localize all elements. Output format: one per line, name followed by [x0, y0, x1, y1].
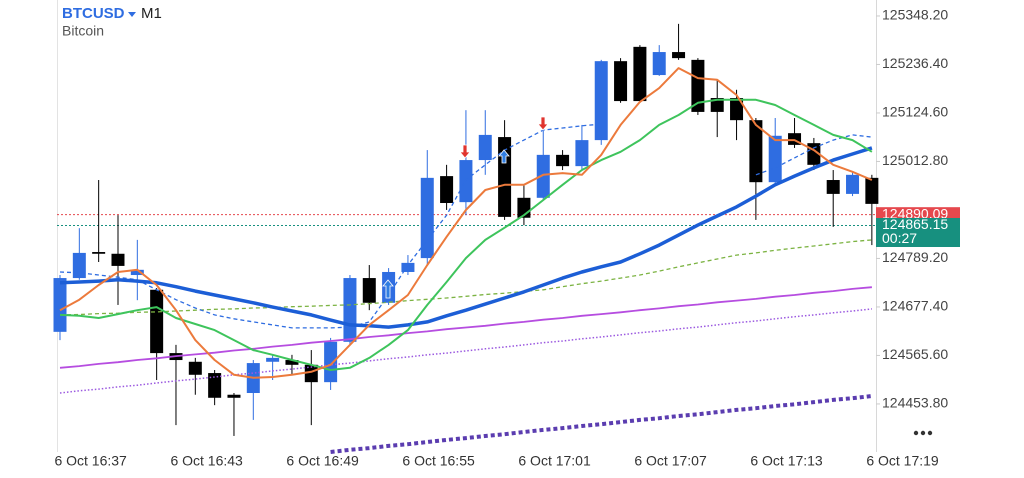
- symbol-dropdown-icon[interactable]: [128, 12, 136, 17]
- sell-signal-arrow: [537, 116, 549, 131]
- candle-body: [111, 253, 125, 266]
- candle-body: [710, 98, 724, 112]
- candle-body: [614, 61, 628, 102]
- x-tick-label: 6 Oct 17:07: [634, 453, 707, 469]
- menu-dot[interactable]: [913, 430, 919, 436]
- candle-body: [227, 394, 241, 398]
- indicator-line: [59, 146, 873, 329]
- x-tick-label: 6 Oct 16:55: [402, 453, 475, 469]
- candle-body: [343, 278, 357, 342]
- candle-body: [536, 154, 550, 198]
- candle-body: [420, 177, 434, 259]
- candle-body: [401, 262, 415, 272]
- candle-body: [324, 341, 338, 383]
- more-menu[interactable]: [913, 430, 933, 436]
- candle-body: [208, 373, 222, 398]
- candle-body: [633, 46, 647, 102]
- candle-body: [865, 177, 879, 204]
- x-tick-label: 6 Oct 17:19: [866, 453, 939, 469]
- buy-signal-arrow: [382, 279, 394, 299]
- candle-body: [768, 135, 782, 183]
- candle-body: [826, 180, 840, 194]
- candle-body: [304, 364, 318, 383]
- price-label-box: [876, 218, 960, 248]
- candle-body: [749, 120, 763, 183]
- symbol[interactable]: BTCUSD: [62, 5, 125, 22]
- buy-signal-arrow: [498, 149, 510, 164]
- x-tick-label: 6 Oct 16:37: [54, 453, 127, 469]
- candle-body: [730, 98, 744, 121]
- y-tick-label: 125348.20: [882, 7, 948, 23]
- y-tick-label: 125124.60: [882, 104, 948, 120]
- x-tick-label: 6 Oct 17:01: [518, 453, 591, 469]
- candle-body: [498, 137, 512, 217]
- candle-body: [72, 252, 86, 279]
- candle-body: [188, 361, 202, 375]
- indicator-line: [59, 98, 873, 371]
- x-tick-label: 6 Oct 17:13: [750, 453, 823, 469]
- candle-body: [672, 52, 686, 59]
- candle-body: [362, 278, 376, 303]
- candle-body: [285, 360, 299, 365]
- price-label: 124865.15: [882, 216, 948, 232]
- candle-body: [691, 59, 705, 112]
- candle-body: [846, 174, 860, 194]
- indicator-line: [59, 123, 872, 329]
- indicator-line: [59, 67, 873, 379]
- y-tick-label: 125012.80: [882, 152, 948, 168]
- y-tick-label: 125236.40: [882, 55, 948, 71]
- candle-body: [150, 289, 164, 354]
- candle-body: [440, 176, 454, 204]
- candle-body: [556, 154, 570, 167]
- timeframe[interactable]: M1: [141, 5, 162, 22]
- y-tick-label: 124453.80: [882, 395, 948, 411]
- price-axis: 125348.20 125236.40 125124.60 125012.80 1247…: [876, 7, 960, 411]
- price-label: 124890.09: [882, 205, 948, 221]
- candle-body: [478, 134, 492, 161]
- menu-dot[interactable]: [920, 430, 926, 436]
- y-tick-label: 124677.40: [882, 298, 948, 314]
- candle-body: [788, 133, 802, 145]
- y-tick-label: 124789.20: [882, 249, 948, 265]
- instrument-name: Bitcoin: [62, 23, 104, 39]
- candle-body: [575, 140, 589, 167]
- x-tick-label: 6 Oct 16:43: [170, 453, 243, 469]
- candle-body: [92, 252, 106, 254]
- indicator-line: [59, 239, 872, 316]
- candle-body: [53, 278, 67, 332]
- candle-body: [266, 357, 280, 362]
- candle-timer: 00:27: [882, 230, 917, 246]
- x-tick-label: 6 Oct 16:49: [286, 453, 359, 469]
- menu-dot[interactable]: [927, 430, 933, 436]
- candle-body: [652, 52, 666, 76]
- sell-signal-arrow: [459, 144, 471, 159]
- indicator-line: [59, 308, 872, 394]
- overlay: [382, 116, 549, 299]
- y-tick-label: 124565.60: [882, 346, 948, 362]
- candle-body: [594, 61, 608, 141]
- plot-area: [53, 23, 879, 454]
- indicator-line: [59, 286, 872, 369]
- candle-body: [130, 269, 144, 276]
